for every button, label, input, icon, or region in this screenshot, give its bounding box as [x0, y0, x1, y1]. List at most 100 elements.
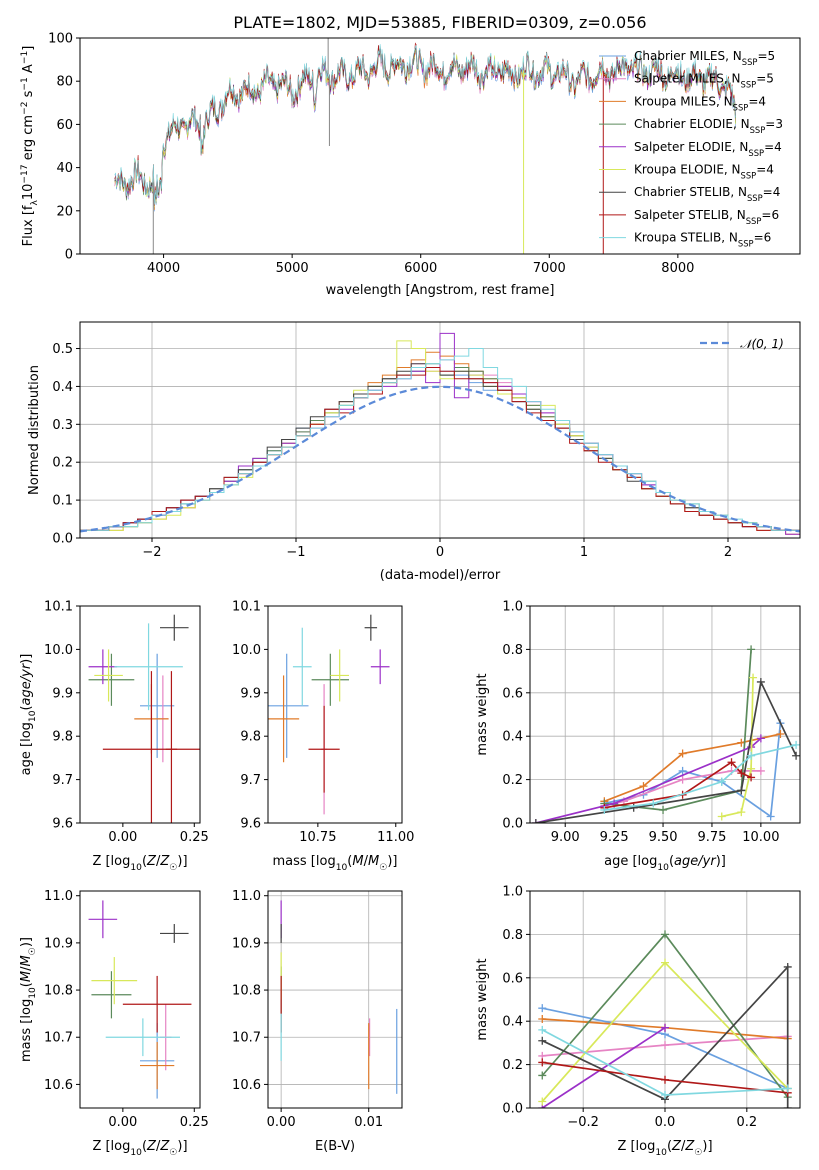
weight-marker	[783, 962, 792, 971]
weight-marker	[538, 1071, 547, 1080]
chart-title: PLATE=1802, MJD=53885, FIBERID=0309, z=0…	[233, 13, 646, 32]
y-tick-label: 0.4	[502, 1015, 523, 1030]
weight-marker	[538, 1015, 547, 1024]
x-tick-label: 6000	[404, 261, 437, 276]
legend-label: Kroupa MILES, NSSP=4	[634, 94, 766, 112]
y-axis-label: age [log10(age/yr)]	[19, 654, 38, 776]
weight-marker	[538, 1058, 547, 1067]
histogram-step	[80, 367, 800, 538]
legend-label: Kroupa ELODIE, NSSP=4	[634, 163, 774, 181]
x-tick-label: 0.0	[655, 1115, 676, 1130]
x-axis-label: Z [log10(Z/Z☉)]	[92, 854, 187, 873]
x-tick-label: −2	[142, 545, 161, 560]
x-tick-label: 0	[436, 545, 444, 560]
mass-weight-vs-metallicity-panel: −0.2 0.0 0.2 0.0 0.2 0.4 0.6 0.8 1.0 Z [log10(Z/Z…	[475, 885, 801, 1158]
mass-weight-vs-age-panel: 9.00 9.25 9.50 9.75 10.00 0.0 0.2 0.4 0.6 0.8 1.0 a…	[475, 600, 801, 873]
y-tick-label: 10.7	[44, 1031, 73, 1046]
y-tick-label: 0.3	[52, 418, 73, 433]
plot-area	[88, 614, 200, 823]
y-tick-label: 0	[65, 248, 73, 263]
y-tick-label: 9.9	[240, 686, 261, 701]
weight-marker	[661, 958, 669, 967]
y-tick-label: 0.6	[502, 686, 523, 701]
weight-marker	[649, 799, 658, 808]
y-tick-label: 40	[56, 161, 73, 176]
weight-marker	[661, 1090, 669, 1099]
y-axis-label: Flux [fλ10−17 erg cm−2 s−1 A−1]	[20, 46, 40, 247]
y-tick-label: 0.4	[502, 730, 523, 745]
mass-vs-extinction-panel: 0.00 0.01 10.6 10.7 10.8 10.9 11.0 E(B-V)	[232, 889, 403, 1154]
spectrum-panel: 4000 5000 6000 7000 8000 0 20 40 60 80 100 PLATE=18…	[20, 13, 801, 298]
x-tick-label: 0.00	[267, 1115, 296, 1130]
weight-marker	[678, 749, 687, 758]
weight-marker	[531, 819, 540, 823]
x-axis-label: age [log10(age/yr)]	[604, 854, 726, 873]
y-tick-label: 10.1	[44, 600, 73, 615]
normal-curve	[80, 385, 800, 533]
weight-marker	[538, 1097, 547, 1106]
weight-marker	[783, 1104, 792, 1108]
weight-marker	[747, 764, 756, 773]
age-vs-metallicity-panel: 0.00 0.25 9.6 9.7 9.8 9.9 10.0 10.1 Z [log10(Z/Z…	[19, 600, 209, 874]
legend-label: 𝒩(0, 1)	[740, 337, 784, 351]
y-tick-label: 60	[56, 118, 73, 133]
y-tick-label: 9.9	[52, 686, 73, 701]
x-tick-label: −0.2	[567, 1115, 599, 1130]
weight-line	[541, 1026, 666, 1108]
x-tick-label: 10.75	[299, 830, 336, 845]
plot-area	[80, 332, 800, 538]
weight-marker	[661, 1075, 669, 1084]
weight-marker	[766, 812, 775, 821]
plot-area	[531, 645, 800, 823]
y-tick-label: 0.0	[52, 532, 73, 547]
weight-marker	[600, 805, 609, 814]
weight-marker	[783, 1084, 792, 1093]
legend-label: Chabrier STELIB, NSSP=4	[634, 185, 780, 203]
x-tick-label: 1	[580, 545, 588, 560]
weight-marker	[678, 766, 687, 775]
y-tick-label: 80	[56, 75, 73, 90]
weight-marker	[792, 751, 800, 760]
weight-marker	[727, 758, 736, 767]
y-tick-label: 0.0	[502, 817, 523, 832]
y-tick-label: 0.1	[52, 494, 73, 509]
y-tick-label: 9.7	[52, 773, 73, 788]
weight-line	[721, 677, 754, 818]
weight-marker	[792, 740, 800, 749]
y-axis-label: mass weight	[475, 958, 490, 1040]
y-tick-label: 0.0	[502, 1102, 523, 1117]
y-tick-label: 10.6	[44, 1078, 73, 1093]
legend-label: Chabrier ELODIE, NSSP=3	[634, 117, 783, 135]
weight-marker	[747, 751, 756, 760]
y-tick-label: 10.1	[232, 600, 261, 615]
y-tick-label: 11.0	[232, 889, 261, 904]
plot-area	[114, 38, 736, 254]
x-tick-label: 9.00	[551, 830, 580, 845]
weight-marker	[717, 812, 726, 821]
weight-marker	[717, 777, 726, 786]
y-axis-label: mass [log10(M/M☉)]	[19, 937, 38, 1062]
x-tick-label: 0.00	[108, 830, 137, 845]
x-tick-label: 0.25	[180, 1115, 209, 1130]
weight-marker	[629, 803, 638, 812]
x-tick-label: 5000	[276, 261, 309, 276]
weight-marker	[756, 734, 765, 743]
weight-marker	[737, 808, 746, 817]
legend-label: Salpeter STELIB, NSSP=6	[634, 208, 779, 226]
plot-area	[88, 900, 192, 1099]
weight-marker	[749, 673, 758, 682]
legend-label: Chabrier MILES, NSSP=5	[634, 49, 775, 67]
x-tick-label: 9.50	[649, 830, 678, 845]
y-tick-label: 9.6	[52, 817, 73, 832]
weight-marker	[661, 1023, 669, 1032]
x-tick-label: 8000	[661, 261, 694, 276]
x-tick-label: 10.00	[742, 830, 779, 845]
weight-marker	[661, 1041, 669, 1050]
age-vs-mass-panel: 10.75 11.00 9.6 9.7 9.8 9.9 10.0 10.1 mass [log1…	[232, 600, 414, 874]
legend-label: Salpeter MILES, NSSP=5	[634, 72, 774, 90]
plot-area	[538, 930, 792, 1108]
weight-marker	[756, 766, 765, 775]
x-tick-label: 0.25	[180, 830, 209, 845]
plot-area	[280, 900, 398, 1094]
weight-line	[535, 737, 762, 823]
